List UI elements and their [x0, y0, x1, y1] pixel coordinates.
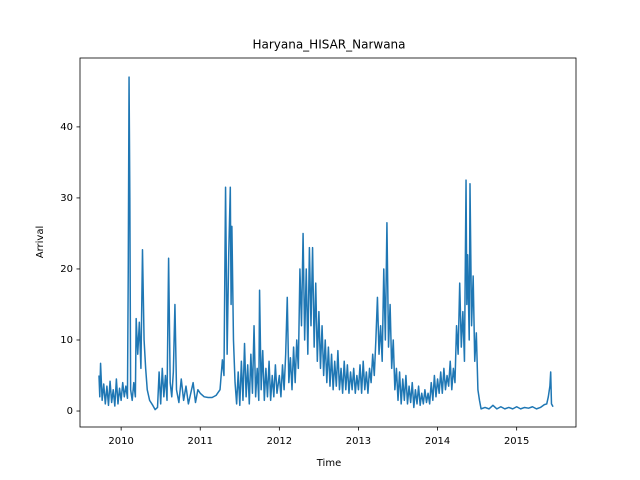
plot-frame [79, 57, 577, 428]
x-tick-label: 2013 [346, 436, 371, 447]
y-tick-label: 30 [60, 193, 73, 204]
x-axis-label: Time [316, 458, 341, 469]
x-tick-label: 2011 [188, 436, 213, 447]
data-line [98, 76, 554, 411]
y-tick-label: 10 [60, 335, 73, 346]
y-tick-label: 40 [60, 122, 73, 133]
x-tick-label: 2014 [425, 436, 450, 447]
x-tick-label: 2010 [108, 436, 133, 447]
x-tick-label: 2015 [504, 436, 529, 447]
y-tick-label: 20 [60, 264, 73, 275]
chart-title: Haryana_HISAR_Narwana [252, 38, 405, 52]
y-tick-label: 0 [67, 406, 73, 417]
y-axis-label: Arrival [35, 226, 46, 259]
x-tick-label: 2012 [267, 436, 292, 447]
